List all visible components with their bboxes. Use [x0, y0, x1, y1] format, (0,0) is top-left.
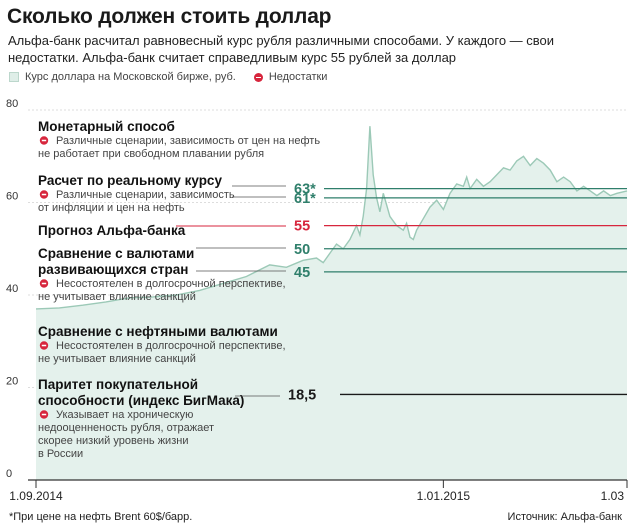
method-note: Несостоятелен в долгосрочной перспективе…: [56, 278, 286, 290]
series-line: [35, 126, 628, 310]
source: Источник: Альфа-банк: [507, 511, 622, 523]
y-tick-label: 80: [6, 98, 18, 110]
method-note: Различные сценарии, зависимость от цен н…: [56, 135, 320, 147]
method-note: Указывает на хроническую: [56, 409, 193, 421]
legend-minus-label: Недостатки: [268, 71, 328, 83]
estimate-value-label: 63*: [294, 182, 316, 198]
method-title: Монетарный способ: [38, 119, 175, 134]
method-note: от инфляции и цен на нефть: [38, 202, 185, 214]
method-note: не работает при свободном плавании рубля: [38, 148, 264, 160]
method-title: Сравнение с валютами: [38, 246, 194, 261]
estimate-value-label: 61*: [294, 191, 316, 207]
method-note: Различные сценарии, зависимость: [56, 189, 235, 201]
y-tick-label: 0: [6, 468, 12, 480]
chart-title: Сколько должен стоить доллар: [7, 5, 332, 28]
method-title: Сравнение с нефтяными валютами: [38, 324, 278, 339]
series-area: [36, 126, 627, 480]
footnote: *При цене на нефть Brent 60$/барр.: [9, 511, 193, 523]
method-note: скорее низкий уровень жизни: [38, 435, 188, 447]
method-note: в России: [38, 448, 83, 460]
method-title: Паритет покупательной: [38, 377, 198, 392]
legend-area-swatch: [9, 72, 19, 82]
estimate-value-label: 55: [294, 219, 310, 235]
y-tick-label: 40: [6, 283, 18, 295]
method-title: способности (индекс БигМака): [38, 393, 244, 408]
estimate-value-label: 45: [294, 265, 310, 281]
x-tick-label: 1.03: [601, 489, 625, 503]
minus-icon: [253, 72, 263, 82]
method-note: Несостоятелен в долгосрочной перспективе…: [56, 340, 286, 352]
method-title: Прогноз Альфа-банка: [38, 223, 186, 238]
chart-subtitle: Альфа-банк расчитал равновесный курс руб…: [8, 33, 555, 65]
estimate-value-label: 50: [294, 242, 310, 258]
method-title: Расчет по реальному курсу: [38, 173, 222, 188]
x-tick-label: 1.09.2014: [9, 489, 63, 503]
estimate-value-label: 18,5: [288, 387, 316, 403]
legend-series-label: Курс доллара на Московской бирже, руб.: [25, 71, 236, 83]
method-note: не учитывает влияние санкций: [38, 291, 196, 303]
x-tick-label: 1.01.2015: [417, 489, 471, 503]
y-tick-label: 20: [6, 376, 18, 388]
method-note: недооценненость рубля, отражает: [38, 422, 214, 434]
method-title: развивающихся стран: [38, 262, 188, 277]
legend: Курс доллара на Московской бирже, руб. Н…: [9, 71, 327, 83]
y-tick-label: 60: [6, 191, 18, 203]
method-note: не учитывает влияние санкций: [38, 353, 196, 365]
